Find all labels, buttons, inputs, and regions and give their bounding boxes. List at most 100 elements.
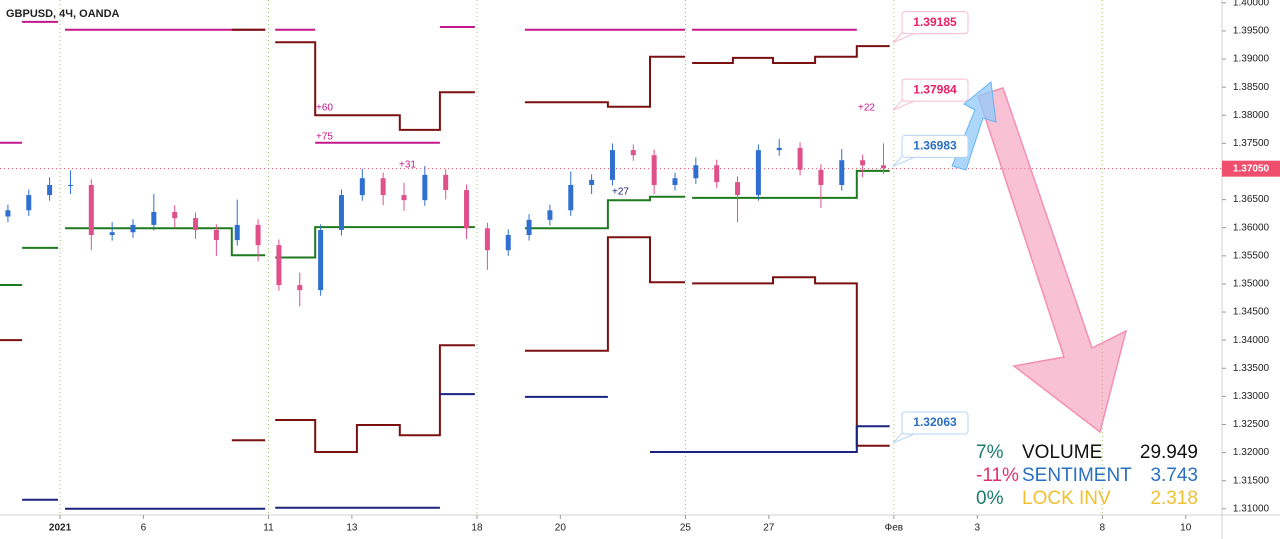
candle-body: [172, 211, 178, 219]
candle-body: [651, 155, 657, 185]
y-tick-label: 1.32000: [1233, 447, 1270, 458]
y-tick-label: 1.39500: [1233, 26, 1270, 37]
annotation: +22: [858, 103, 875, 114]
plot-area: +60 +75 +31 +27 +22: [0, 0, 1222, 515]
y-tick-label: 1.35000: [1233, 279, 1270, 290]
level-line: [692, 169, 890, 199]
candle-body: [193, 218, 199, 230]
x-tick-label: Фев: [885, 523, 903, 534]
candle-body: [276, 245, 282, 286]
callout-label: 1.37984: [913, 82, 957, 96]
level-line: [650, 425, 890, 453]
candle-body: [422, 174, 428, 201]
stat-label: LOCK INV: [1022, 488, 1111, 509]
candle-body: [672, 178, 678, 185]
callout-label: 1.39185: [913, 15, 957, 29]
candle-body: [589, 179, 595, 185]
x-tick-label: 2021: [49, 523, 72, 534]
candle-body: [338, 195, 344, 230]
candle-body: [568, 184, 574, 211]
candle-body: [797, 147, 803, 170]
callout-label: 1.32063: [913, 415, 957, 429]
candle-body: [464, 190, 470, 229]
x-tick-label: 27: [763, 523, 775, 534]
chart-title: GBPUSD, 4Ч, OANDA: [6, 8, 120, 20]
candle-body: [526, 219, 532, 236]
x-tick-label: 6: [141, 523, 147, 534]
y-tick-label: 1.34500: [1233, 307, 1270, 318]
level-line: [275, 344, 475, 453]
y-tick-label: 1.34000: [1233, 335, 1270, 346]
candle-body: [109, 232, 115, 236]
x-tick-label: 3: [974, 523, 980, 534]
x-tick-label: 18: [471, 523, 483, 534]
candle-body: [880, 165, 886, 169]
y-tick-label: 1.38500: [1233, 82, 1270, 93]
y-tick-label: 1.36500: [1233, 194, 1270, 205]
stats-panel: 7% VOLUME 29.949 -11% SENTIMENT 3.743 0% LOCK I…: [976, 442, 1198, 509]
callout-box: [901, 134, 969, 158]
candle-body: [630, 150, 636, 156]
x-tick-label: 11: [263, 523, 274, 534]
annotation: +75: [316, 132, 333, 143]
candle-body: [776, 147, 782, 151]
x-tick-label: 10: [1180, 523, 1192, 534]
y-tick-label: 1.40000: [1233, 0, 1270, 8]
callout-box: [901, 411, 969, 435]
y-tick-label: 1.35500: [1233, 250, 1270, 261]
candle-body: [818, 169, 824, 185]
callout-label: 1.36983: [913, 139, 957, 153]
candle-body: [547, 210, 553, 220]
price-badge: [1222, 160, 1280, 177]
candle-body: [151, 211, 157, 225]
candle-body: [401, 195, 407, 201]
candle-body: [484, 228, 490, 251]
stat-label: VOLUME: [1022, 442, 1102, 463]
level-line: [275, 226, 475, 259]
down-arrow: [977, 87, 1128, 434]
stat-change: 0%: [976, 488, 1004, 509]
y-tick-label: 1.38000: [1233, 110, 1270, 121]
y-tick-label: 1.33000: [1233, 391, 1270, 402]
annotation: +27: [612, 187, 629, 198]
stat-value: 3.743: [1150, 465, 1198, 486]
candle-body: [5, 210, 11, 217]
stat-change: 7%: [976, 442, 1004, 463]
y-tick-label: 1.33500: [1233, 363, 1270, 374]
candle-body: [839, 160, 845, 185]
x-tick-label: 25: [680, 523, 692, 534]
candle-body: [860, 160, 866, 166]
annotation: +31: [399, 160, 416, 171]
candle-body: [47, 184, 53, 196]
candle-body: [26, 195, 32, 211]
candle-body: [130, 224, 136, 233]
candle-body: [318, 229, 324, 291]
candle-body: [359, 178, 365, 196]
candle-body: [505, 235, 511, 251]
candle-body: [297, 285, 303, 291]
candle-body: [443, 174, 449, 191]
stat-change: -11%: [976, 465, 1019, 486]
level-line: [275, 41, 475, 131]
stat-label: SENTIMENT: [1022, 465, 1132, 486]
level-line: [524, 236, 685, 352]
candle-body: [88, 184, 94, 236]
price-badge-label: 1.37050: [1233, 163, 1270, 174]
level-line: [65, 227, 266, 257]
candle-body: [380, 178, 386, 196]
annotation: +60: [316, 103, 333, 114]
y-tick-label: 1.39000: [1233, 54, 1270, 65]
stat-value: 2.318: [1150, 488, 1198, 509]
y-tick-label: 1.31000: [1233, 503, 1270, 514]
level-line: [524, 195, 685, 230]
candle-body: [714, 165, 720, 183]
stat-value: 29.949: [1140, 442, 1198, 463]
candle-body: [67, 184, 73, 186]
y-tick-label: 1.31500: [1233, 475, 1270, 486]
level-line: [692, 276, 890, 447]
x-tick-label: 20: [555, 523, 567, 534]
level-line: [692, 45, 890, 64]
overlay: 1.31000 1.31500 1.32000 1.32500 1.33000 1.335…: [49, 0, 1280, 534]
